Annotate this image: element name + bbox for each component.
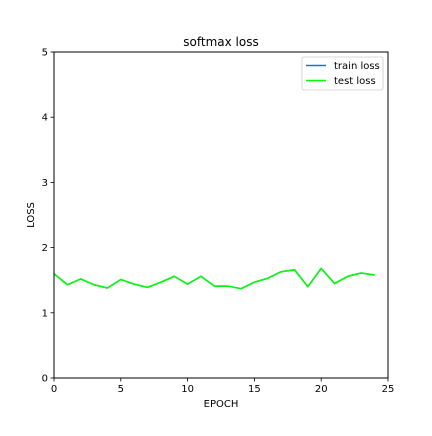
plot-frame: [53, 51, 389, 379]
y-tick-label: 3: [42, 178, 48, 189]
x-tick-label: 0: [51, 384, 57, 395]
y-axis-label: LOSS: [26, 202, 37, 228]
y-tick-label: 5: [42, 48, 48, 59]
y-tick-label: 0: [42, 374, 48, 385]
x-tick-label: 5: [118, 384, 124, 395]
series-line-test-loss: [53, 267, 375, 290]
y-tick-label: 1: [42, 308, 48, 319]
x-axis-label: EPOCH: [204, 399, 239, 410]
axis-ticks: 0 5 10 15 20 25 0 1 2 3 4 5: [42, 48, 395, 396]
plot-series: [53, 267, 375, 290]
legend-label: train loss: [334, 61, 380, 72]
x-tick-label: 20: [315, 384, 328, 395]
chart-title: softmax loss: [183, 35, 258, 49]
x-tick-label: 25: [382, 384, 395, 395]
y-tick-label: 4: [42, 113, 48, 124]
legend: train loss test loss: [301, 56, 384, 91]
x-tick-label: 15: [248, 384, 261, 395]
y-tick-label: 2: [42, 243, 48, 254]
legend-label: test loss: [334, 76, 376, 87]
x-tick-label: 10: [181, 384, 194, 395]
